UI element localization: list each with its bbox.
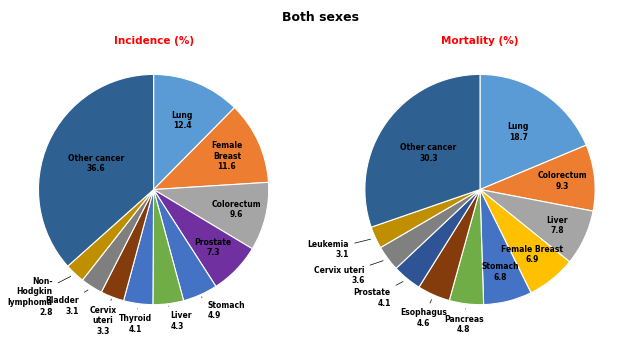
Wedge shape	[38, 74, 154, 266]
Text: Prostate
4.1: Prostate 4.1	[354, 282, 403, 308]
Wedge shape	[154, 108, 269, 190]
Wedge shape	[124, 190, 154, 305]
Text: Colorectum
9.6: Colorectum 9.6	[212, 200, 261, 219]
Wedge shape	[153, 190, 184, 305]
Wedge shape	[154, 190, 216, 301]
Text: Bladder
3.1: Bladder 3.1	[45, 290, 88, 316]
Wedge shape	[154, 74, 234, 190]
Text: Esophagus
4.6: Esophagus 4.6	[400, 299, 447, 328]
Text: Non-
Hodgkin
lymphoma
2.8: Non- Hodgkin lymphoma 2.8	[8, 276, 71, 317]
Wedge shape	[480, 74, 586, 190]
Text: Pancreas
4.8: Pancreas 4.8	[444, 309, 484, 334]
Text: Stomach
4.9: Stomach 4.9	[201, 297, 245, 320]
Text: Liver
7.8: Liver 7.8	[547, 216, 568, 235]
Text: Other cancer
30.3: Other cancer 30.3	[400, 143, 456, 163]
Wedge shape	[419, 190, 480, 300]
Wedge shape	[396, 190, 480, 287]
Text: Female
Breast
11.6: Female Breast 11.6	[211, 141, 243, 171]
Wedge shape	[480, 145, 595, 211]
Wedge shape	[154, 190, 252, 286]
Wedge shape	[381, 190, 480, 269]
Text: Liver
4.3: Liver 4.3	[169, 306, 192, 331]
Text: Cervix
uteri
3.3: Cervix uteri 3.3	[90, 299, 116, 336]
Wedge shape	[371, 190, 480, 247]
Wedge shape	[68, 190, 154, 280]
Text: Prostate
7.3: Prostate 7.3	[195, 238, 232, 257]
Wedge shape	[449, 190, 484, 305]
Text: Lung
12.4: Lung 12.4	[172, 111, 193, 130]
Text: Female Breast
6.9: Female Breast 6.9	[501, 245, 563, 264]
Wedge shape	[83, 190, 154, 292]
Wedge shape	[365, 74, 480, 227]
Wedge shape	[154, 182, 269, 249]
Text: Thyroid
4.1: Thyroid 4.1	[119, 309, 152, 334]
Text: Lung
18.7: Lung 18.7	[508, 122, 529, 142]
Text: Cervix uteri
3.6: Cervix uteri 3.6	[314, 261, 383, 285]
Wedge shape	[480, 190, 531, 305]
Text: Other cancer
36.6: Other cancer 36.6	[68, 154, 124, 173]
Title: Mortality (%): Mortality (%)	[441, 36, 519, 46]
Text: Both sexes: Both sexes	[282, 11, 358, 24]
Wedge shape	[480, 190, 593, 262]
Text: Leukemia
3.1: Leukemia 3.1	[308, 239, 371, 259]
Wedge shape	[101, 190, 154, 301]
Wedge shape	[480, 190, 570, 293]
Text: Stomach
6.8: Stomach 6.8	[482, 263, 520, 282]
Text: Colorectum
9.3: Colorectum 9.3	[538, 171, 588, 191]
Title: Incidence (%): Incidence (%)	[113, 36, 194, 46]
